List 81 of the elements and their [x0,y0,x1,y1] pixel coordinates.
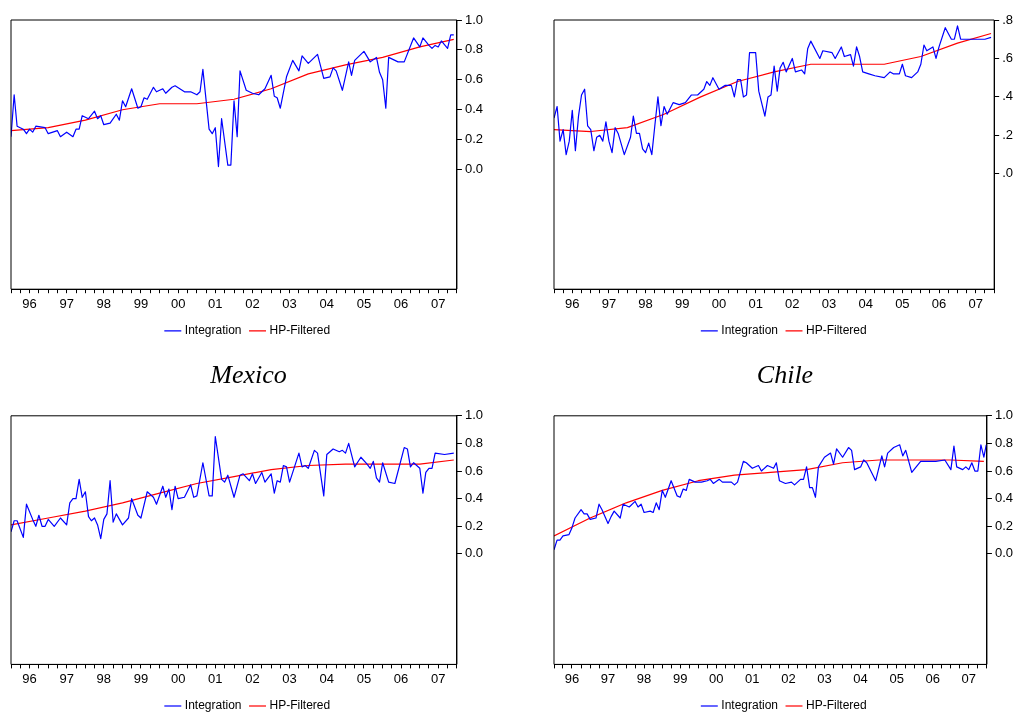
y-tick-label: 1.0 [464,407,484,423]
y-tick-label: .8 [1002,11,1013,27]
x-tick-label: 06 [393,670,409,686]
x-tick-label: 05 [895,295,910,311]
y-tick-label: 1.0 [464,11,484,27]
y-tick-label: 0.8 [464,41,484,57]
x-tick-label: 98 [96,295,112,311]
y-tick-label: 0.6 [464,462,484,478]
legend-label: Integration [721,698,779,713]
y-tick-label: 0.2 [464,131,484,147]
x-tick-label: 07 [430,670,446,686]
y-tick-label: 0.4 [994,490,1014,506]
x-tick-label: 05 [356,295,372,311]
x-tick-label: 02 [781,670,796,686]
x-tick-label: 98 [636,670,652,686]
legend-label: HP-Filtered [806,323,867,338]
x-tick-label: 05 [356,670,372,686]
legend-label: HP-Filtered [269,698,331,713]
x-tick-label: 00 [709,670,724,686]
x-tick-label: 00 [170,295,186,311]
legend-label: HP-Filtered [269,323,331,338]
x-tick-label: 04 [319,670,335,686]
y-tick-label: 0.8 [994,435,1014,450]
y-tick-label: .0 [1002,165,1013,181]
x-tick-label: 99 [133,670,149,686]
x-tick-label: 98 [638,295,653,311]
x-tick-label: 99 [133,295,149,311]
x-tick-label: 06 [931,295,947,311]
x-tick-label: 04 [858,295,873,311]
x-tick-label: 03 [282,295,297,311]
x-tick-label: 03 [817,670,832,686]
y-tick-label: 0.2 [994,517,1014,533]
x-tick-label: 97 [600,670,616,686]
text: Mexico [209,360,287,390]
y-tick-label: .4 [1002,88,1013,104]
x-tick-label: 02 [245,670,260,686]
x-tick-label: 99 [675,295,690,311]
x-tick-label: 03 [282,670,297,686]
y-tick-label: 1.0 [994,407,1014,423]
x-tick-label: 97 [59,295,74,311]
x-tick-label: 05 [889,670,904,686]
y-tick-label: 0.8 [464,435,484,450]
y-tick-label: 0.2 [464,517,484,533]
x-tick-label: 01 [208,295,223,311]
x-tick-label: 03 [821,295,837,311]
x-tick-label: 97 [601,295,617,311]
x-tick-label: 07 [430,295,446,311]
x-tick-label: 96 [22,295,37,311]
x-tick-label: 02 [245,295,260,311]
x-tick-label: 00 [170,670,186,686]
x-tick-label: 04 [853,670,868,686]
y-tick-label: 0.6 [464,71,484,87]
legend-label: HP-Filtered [806,698,867,713]
x-tick-label: 01 [208,670,223,686]
y-tick-label: .2 [1002,126,1013,142]
x-tick-label: 07 [961,670,976,686]
x-tick-label: 06 [393,295,409,311]
x-tick-label: 98 [96,670,112,686]
y-tick-label: 0.0 [464,161,484,177]
x-tick-label: 01 [748,295,763,311]
x-tick-label: 06 [925,670,940,686]
y-tick-label: 0.0 [464,545,484,561]
legend-label: Integration [184,323,242,338]
y-tick-label: 0.4 [464,490,484,506]
x-tick-label: 99 [672,670,688,686]
x-tick-label: 04 [319,295,335,311]
x-tick-label: 97 [59,670,74,686]
x-tick-label: 96 [564,670,580,686]
y-tick-label: 0.6 [994,462,1014,478]
x-tick-label: 02 [785,295,800,311]
x-tick-label: 96 [22,670,37,686]
legend-label: Integration [184,698,242,713]
y-tick-label: 0.0 [994,545,1014,561]
x-tick-label: 07 [968,295,983,311]
x-tick-label: 96 [565,295,580,311]
x-tick-label: 01 [745,670,760,686]
y-tick-label: .6 [1002,50,1013,66]
x-tick-label: 00 [711,295,727,311]
y-tick-label: 0.4 [464,101,484,117]
text: Chile [756,360,814,390]
legend-label: Integration [721,323,779,338]
